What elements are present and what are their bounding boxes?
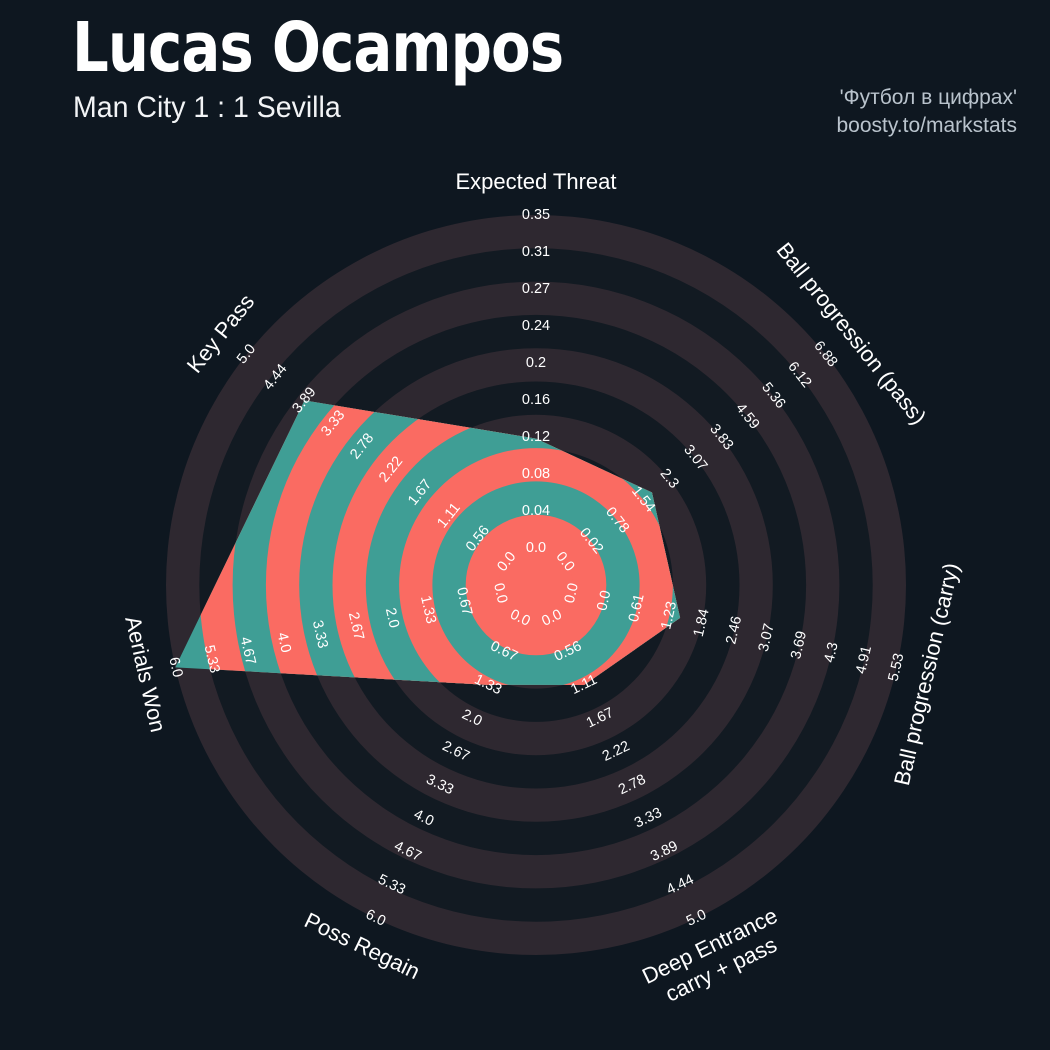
axis-tick-label: 0.27 — [522, 281, 550, 297]
axis-tick-label: 0.0 — [562, 582, 582, 605]
axis-tick-label: 6.0 — [165, 656, 185, 679]
axis-tick-label: 0.16 — [522, 392, 550, 408]
axis-tick-label: 0.08 — [522, 466, 550, 482]
axis-tick-label: 2.0 — [459, 707, 484, 730]
axis-tick-label: 3.07 — [756, 622, 778, 653]
match-subtitle: Man City 1 : 1 Sevilla — [73, 91, 341, 124]
axis-tick-label: 0.35 — [522, 207, 550, 223]
axis-tick-label: 5.0 — [684, 907, 709, 930]
axis-tick-label: 5.53 — [886, 652, 908, 683]
axis-tick-label: 0.0 — [594, 589, 614, 612]
axis-tick-label: 0.12 — [522, 429, 550, 445]
axis-tick-label: 0.2 — [526, 355, 546, 371]
brand-line-1: 'Футбол в цифрах' — [839, 86, 1017, 109]
axis-tick-label: 2.46 — [723, 615, 745, 646]
axis-tick-label: 4.0 — [274, 631, 294, 654]
axis-tick-label: 0.31 — [522, 244, 550, 260]
axis-title: Aerials Won — [120, 614, 171, 735]
axis-tick-label: 3.69 — [788, 630, 810, 661]
radar-center-hub — [499, 548, 573, 622]
axis-tick-label: 0.0 — [507, 607, 532, 630]
axis-tick-label: 5.33 — [201, 644, 223, 675]
axis-tick-label: 0.0 — [539, 607, 564, 630]
axis-tick-label: 0.67 — [453, 586, 475, 617]
axis-tick-label: 1.33 — [417, 594, 439, 625]
axis-tick-label: 1.84 — [691, 607, 713, 638]
axis-tick-label: 0.04 — [522, 503, 550, 519]
axis-tick-label: 3.33 — [309, 619, 331, 650]
axis-tick-label: 4.0 — [411, 807, 436, 830]
brand-credit: 'Футбол в цифрах' boosty.to/markstats — [836, 84, 1017, 139]
axis-tick-label: 0.0 — [490, 582, 510, 605]
axis-tick-label: 4.3 — [822, 641, 842, 664]
axis-tick-label: 0.0 — [526, 540, 546, 556]
brand-line-2: boosty.to/markstats — [836, 113, 1017, 137]
axis-tick-label: 0.61 — [626, 592, 648, 623]
page-title: Lucas Ocampos — [72, 8, 564, 88]
axis-title: Expected Threat — [455, 169, 616, 194]
axis-tick-label: 6.0 — [363, 907, 388, 930]
axis-tick-label: 2.67 — [345, 611, 367, 642]
axis-tick-label: 4.91 — [853, 644, 875, 675]
axis-tick-label: 4.67 — [237, 635, 259, 666]
axis-tick-label: 1.23 — [658, 600, 680, 631]
axis-tick-label: 0.24 — [522, 318, 550, 334]
axis-tick-label: 2.0 — [382, 606, 402, 629]
chart-header: Lucas Ocampos Man City 1 : 1 Sevilla 'Фу… — [0, 0, 1050, 150]
